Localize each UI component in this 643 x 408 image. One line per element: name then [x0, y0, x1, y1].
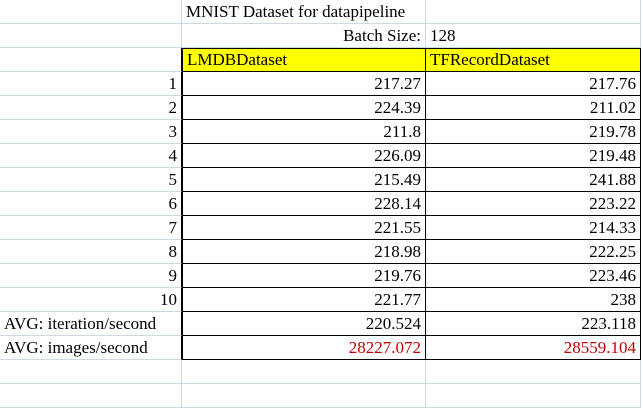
empty-cell[interactable] [182, 384, 426, 408]
row-label[interactable]: 9 [0, 264, 182, 288]
avg-images-label[interactable]: AVG: images/second [0, 336, 182, 360]
row-label[interactable]: 6 [0, 192, 182, 216]
row-label[interactable]: 3 [0, 120, 182, 144]
avg-iteration-tfrecord[interactable]: 223.118 [426, 312, 641, 336]
tfrecord-value[interactable]: 223.46 [426, 264, 641, 288]
avg-images-tfrecord[interactable]: 28559.104 [426, 336, 641, 360]
tfrecord-value[interactable]: 238 [426, 288, 641, 312]
tfrecord-value[interactable]: 219.48 [426, 144, 641, 168]
lmdb-value[interactable]: 217.27 [182, 72, 426, 96]
tfrecord-value[interactable]: 223.22 [426, 192, 641, 216]
empty-cell[interactable] [426, 384, 641, 408]
lmdb-value[interactable]: 224.39 [182, 96, 426, 120]
header-lmdb[interactable]: LMDBDataset [182, 48, 426, 72]
tfrecord-value[interactable]: 217.76 [426, 72, 641, 96]
tfrecord-value[interactable]: 219.78 [426, 120, 641, 144]
row-label[interactable]: 8 [0, 240, 182, 264]
batch-size-label[interactable]: Batch Size: [182, 24, 426, 48]
row-label[interactable]: 2 [0, 96, 182, 120]
lmdb-value[interactable]: 226.09 [182, 144, 426, 168]
lmdb-value[interactable]: 221.77 [182, 288, 426, 312]
empty-cell[interactable] [182, 360, 426, 384]
row-label[interactable]: 1 [0, 72, 182, 96]
lmdb-value[interactable]: 219.76 [182, 264, 426, 288]
lmdb-value[interactable]: 211.8 [182, 120, 426, 144]
avg-images-lmdb[interactable]: 28227.072 [182, 336, 426, 360]
tfrecord-value[interactable]: 214.33 [426, 216, 641, 240]
lmdb-value[interactable]: 228.14 [182, 192, 426, 216]
header-tfrecord[interactable]: TFRecordDataset [426, 48, 641, 72]
empty-cell[interactable] [426, 360, 641, 384]
lmdb-value[interactable]: 221.55 [182, 216, 426, 240]
row-label[interactable]: 10 [0, 288, 182, 312]
avg-iteration-lmdb[interactable]: 220.524 [182, 312, 426, 336]
sheet-title[interactable]: MNIST Dataset for datapipeline [182, 0, 426, 24]
row-label[interactable]: 5 [0, 168, 182, 192]
empty-cell[interactable] [426, 0, 641, 24]
lmdb-value[interactable]: 215.49 [182, 168, 426, 192]
row-label[interactable]: 7 [0, 216, 182, 240]
avg-iteration-label[interactable]: AVG: iteration/second [0, 312, 182, 336]
tfrecord-value[interactable]: 241.88 [426, 168, 641, 192]
empty-cell[interactable] [0, 0, 182, 24]
batch-size-value[interactable]: 128 [426, 24, 641, 48]
row-label[interactable]: 4 [0, 144, 182, 168]
empty-cell[interactable] [0, 360, 182, 384]
tfrecord-value[interactable]: 211.02 [426, 96, 641, 120]
empty-cell[interactable] [0, 48, 182, 72]
empty-cell[interactable] [0, 24, 182, 48]
tfrecord-value[interactable]: 222.25 [426, 240, 641, 264]
empty-cell[interactable] [0, 384, 182, 408]
lmdb-value[interactable]: 218.98 [182, 240, 426, 264]
